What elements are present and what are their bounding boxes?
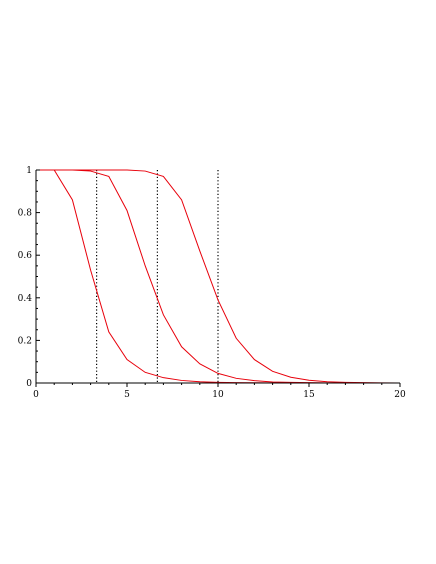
x-ticks: 0 5 10 15 20 [33,383,406,400]
series-line-3 [36,169,401,384]
x-tick-label: 5 [124,390,130,400]
y-ticks: 0 0.2 0.4 0.6 0.8 1 [18,166,40,389]
y-tick-label: 0 [26,379,32,389]
y-tick-label: 0.8 [18,209,33,219]
y-tick-label: 1 [26,166,32,176]
x-tick-label: 20 [394,390,406,400]
x-tick-label: 10 [212,390,224,400]
y-tick-label: 0.6 [18,251,33,261]
y-tick-label: 0.4 [18,294,33,304]
y-tick-label: 0.2 [18,336,32,346]
vertical-dotted-lines [96,170,219,383]
x-tick-label: 0 [33,390,39,400]
x-tick-label: 15 [303,390,315,400]
